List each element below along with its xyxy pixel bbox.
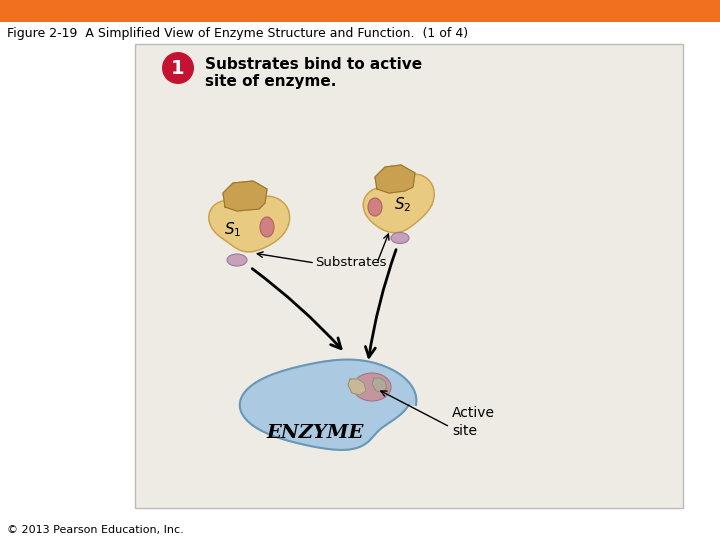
Ellipse shape	[391, 233, 409, 244]
FancyBboxPatch shape	[135, 44, 683, 508]
Text: $S_2$: $S_2$	[395, 195, 412, 214]
Polygon shape	[223, 181, 267, 211]
Text: © 2013 Pearson Education, Inc.: © 2013 Pearson Education, Inc.	[7, 525, 184, 535]
Text: Substrates: Substrates	[315, 256, 387, 269]
Polygon shape	[209, 196, 289, 252]
Text: 1: 1	[171, 58, 185, 78]
Ellipse shape	[353, 373, 391, 401]
Ellipse shape	[368, 198, 382, 216]
Text: Active
site: Active site	[452, 406, 495, 437]
Polygon shape	[372, 378, 387, 392]
Polygon shape	[364, 174, 434, 233]
Polygon shape	[240, 360, 416, 450]
Text: Figure 2-19  A Simplified View of Enzyme Structure and Function.  (1 of 4): Figure 2-19 A Simplified View of Enzyme …	[7, 26, 468, 39]
Text: Substrates bind to active
site of enzyme.: Substrates bind to active site of enzyme…	[205, 57, 422, 90]
Ellipse shape	[260, 217, 274, 237]
Ellipse shape	[227, 254, 247, 266]
Polygon shape	[348, 379, 366, 395]
Text: $S_1$: $S_1$	[225, 221, 242, 239]
Text: ENZYME: ENZYME	[266, 424, 364, 442]
Circle shape	[162, 52, 194, 84]
Bar	[0, 0, 720, 22]
Polygon shape	[375, 165, 415, 193]
